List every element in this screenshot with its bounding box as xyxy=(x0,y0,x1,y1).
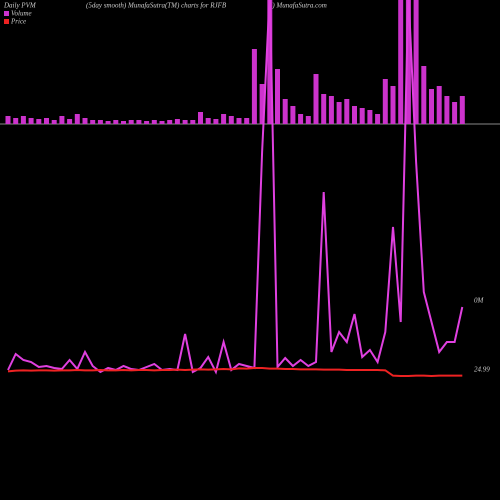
volume-bar xyxy=(190,120,196,124)
volume-bar xyxy=(51,120,57,124)
source: () MunafaSutra.com xyxy=(270,2,327,10)
volume-bar xyxy=(336,102,342,124)
volume-bar xyxy=(429,89,434,124)
volume-bar xyxy=(67,119,73,124)
volume-bar xyxy=(113,120,119,124)
volume-bar xyxy=(105,121,111,124)
volume-bar xyxy=(28,118,34,124)
price-line xyxy=(7,367,463,378)
volume-bar xyxy=(375,114,381,124)
volume-bar xyxy=(259,84,265,124)
volume-bar xyxy=(97,120,103,124)
volume-bar xyxy=(82,118,88,124)
volume-bar xyxy=(313,74,319,124)
volume-bar xyxy=(244,118,250,124)
volume-bar xyxy=(36,119,42,124)
volume-bar xyxy=(174,119,180,124)
volume-bar xyxy=(136,120,142,124)
volume-bar xyxy=(352,106,357,124)
volume-bar xyxy=(267,0,273,124)
volume-bar xyxy=(251,49,257,124)
volume-bar xyxy=(205,118,211,124)
volume-bar xyxy=(359,108,365,124)
volume-bar xyxy=(344,99,350,124)
volume-bar xyxy=(74,114,80,124)
volume-bar xyxy=(121,121,126,124)
volume-bar xyxy=(290,106,296,124)
volume-bar xyxy=(459,96,465,124)
volume-bar xyxy=(305,116,311,124)
volume-bar xyxy=(282,99,288,124)
volume-bar xyxy=(390,86,396,124)
volume-label: 0M xyxy=(474,297,485,305)
volume-bar xyxy=(413,0,419,124)
chart-label: Daily PVM xyxy=(3,2,37,10)
volume-bar xyxy=(398,0,404,124)
legend-label: Price xyxy=(10,18,26,26)
volume-bar xyxy=(151,120,157,124)
volume-bar xyxy=(182,120,188,124)
volume-bar xyxy=(13,118,19,124)
volume-bar xyxy=(128,120,134,124)
volume-bar xyxy=(198,112,203,124)
volume-bar xyxy=(213,119,219,124)
volume-bar xyxy=(436,86,442,124)
volume-bar xyxy=(444,96,450,124)
volume-bar xyxy=(20,116,26,124)
legend-label: Volume xyxy=(11,10,32,18)
volume-bar xyxy=(167,120,173,124)
volume-bar xyxy=(421,66,427,124)
volume-bar xyxy=(236,118,242,124)
legend-swatch xyxy=(4,11,9,16)
volume-bar xyxy=(328,96,334,124)
volume-bar xyxy=(275,69,280,124)
chart-title: (5day smooth) MunafaSutra(TM) charts for… xyxy=(86,2,227,10)
volume-bar xyxy=(90,120,96,124)
volume-bar xyxy=(321,94,327,124)
volume-bar xyxy=(405,0,411,124)
volume-bar xyxy=(44,118,49,124)
volume-bar xyxy=(144,121,150,124)
price-label: 24.99 xyxy=(474,366,490,374)
volume-bar xyxy=(228,116,234,124)
volume-bar xyxy=(452,102,458,124)
volume-bar xyxy=(159,121,165,124)
volume-bar xyxy=(382,79,388,124)
volume-bar xyxy=(367,110,373,124)
volume-bar xyxy=(59,116,65,124)
volume-bar xyxy=(5,116,11,124)
volume-bar xyxy=(298,114,304,124)
legend-swatch xyxy=(4,19,9,24)
volume-bar xyxy=(221,114,227,124)
volume-line xyxy=(7,0,464,375)
